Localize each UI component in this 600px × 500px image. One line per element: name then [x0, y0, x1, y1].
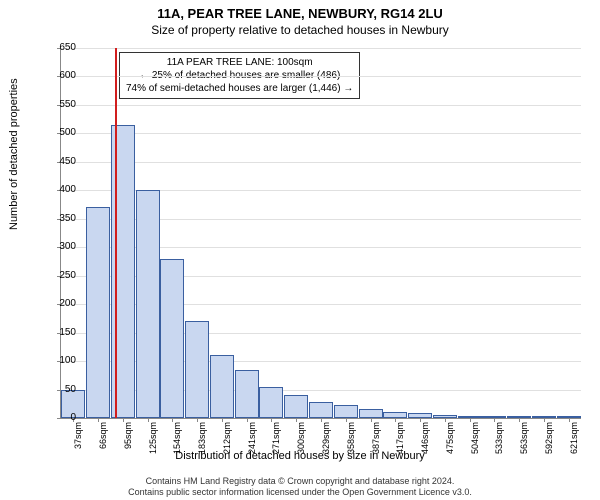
y-tick-label: 550 — [46, 99, 76, 110]
footer-line-1: Contains HM Land Registry data © Crown c… — [0, 476, 600, 487]
histogram-bar — [309, 402, 333, 418]
histogram-bar — [359, 409, 383, 418]
y-tick-label: 450 — [46, 156, 76, 167]
chart-area: 11A PEAR TREE LANE: 100sqm← 25% of detac… — [60, 48, 580, 418]
y-tick-label: 600 — [46, 70, 76, 81]
y-axis-label: Number of detached properties — [8, 78, 20, 230]
y-tick-label: 300 — [46, 241, 76, 252]
gridline — [61, 48, 581, 49]
histogram-bar — [86, 207, 110, 418]
y-tick-label: 100 — [46, 355, 76, 366]
y-tick-label: 350 — [46, 213, 76, 224]
gridline — [61, 105, 581, 106]
info-box-line: 74% of semi-detached houses are larger (… — [126, 82, 353, 95]
page-subtitle: Size of property relative to detached ho… — [0, 21, 600, 37]
y-tick-label: 0 — [46, 412, 76, 423]
y-tick-label: 500 — [46, 127, 76, 138]
footer-text: Contains HM Land Registry data © Crown c… — [0, 476, 600, 498]
y-tick-label: 400 — [46, 184, 76, 195]
histogram-bar — [210, 355, 234, 418]
histogram-bar — [160, 259, 184, 418]
info-box-line: 11A PEAR TREE LANE: 100sqm — [126, 56, 353, 69]
plot-area: 11A PEAR TREE LANE: 100sqm← 25% of detac… — [60, 48, 581, 419]
y-tick-label: 150 — [46, 327, 76, 338]
chart-container: 11A, PEAR TREE LANE, NEWBURY, RG14 2LU S… — [0, 0, 600, 500]
histogram-bar — [136, 190, 160, 418]
histogram-bar — [334, 405, 358, 418]
histogram-bar — [284, 395, 308, 418]
y-tick-label: 200 — [46, 298, 76, 309]
gridline — [61, 162, 581, 163]
x-axis-label: Distribution of detached houses by size … — [0, 450, 600, 462]
gridline — [61, 133, 581, 134]
histogram-bar — [235, 370, 259, 418]
y-tick-label: 650 — [46, 42, 76, 53]
histogram-bar — [185, 321, 209, 418]
property-marker-line — [115, 48, 117, 418]
page-title: 11A, PEAR TREE LANE, NEWBURY, RG14 2LU — [0, 0, 600, 21]
y-tick-label: 50 — [46, 384, 76, 395]
footer-line-2: Contains public sector information licen… — [0, 487, 600, 498]
histogram-bar — [259, 387, 283, 418]
y-tick-label: 250 — [46, 270, 76, 281]
gridline — [61, 76, 581, 77]
